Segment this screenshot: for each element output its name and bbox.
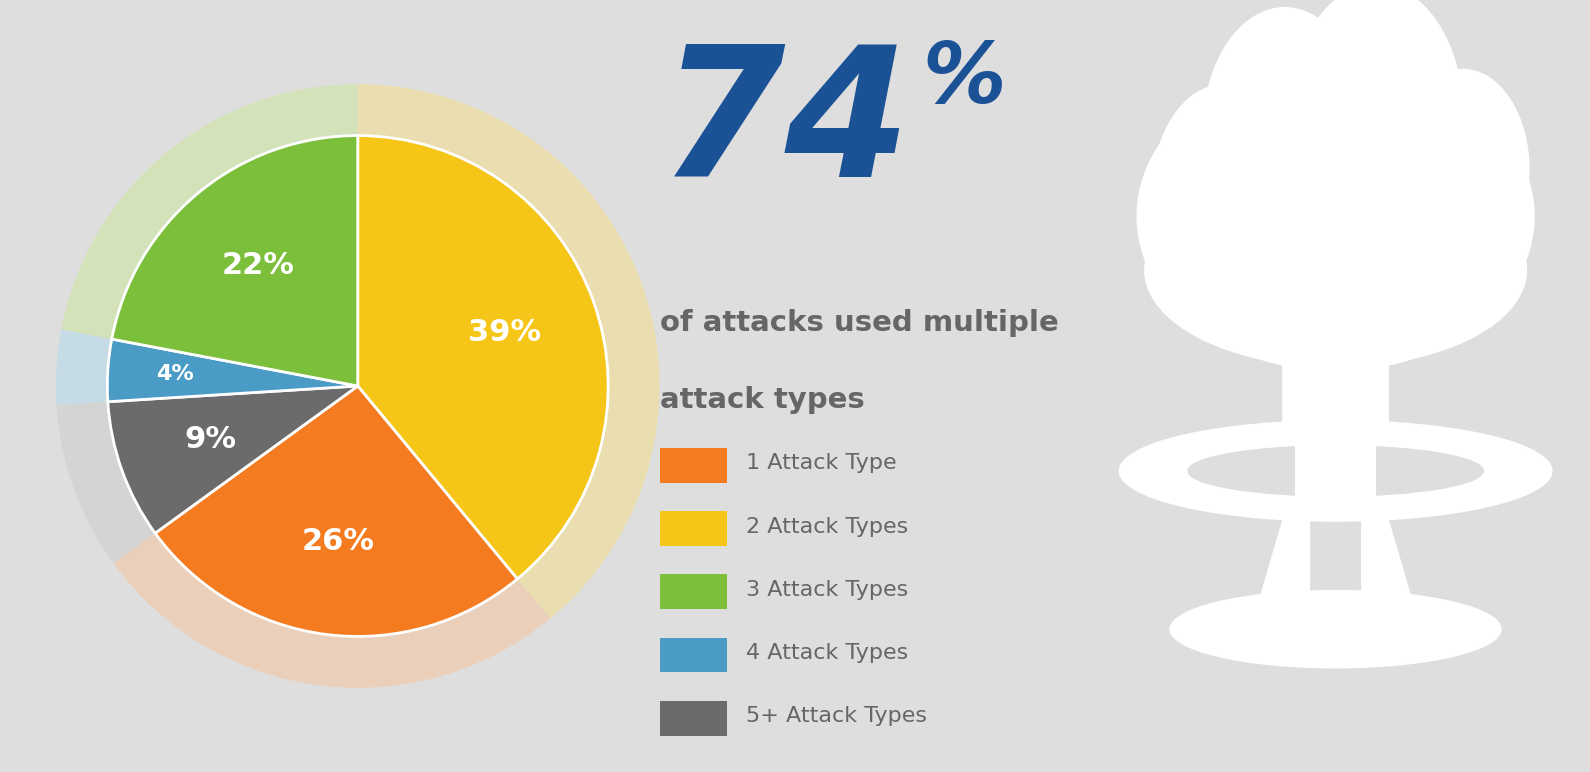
- Wedge shape: [113, 386, 550, 688]
- Text: 26%: 26%: [302, 527, 375, 556]
- Text: 2 Attack Types: 2 Attack Types: [746, 516, 908, 537]
- FancyBboxPatch shape: [660, 701, 727, 736]
- Text: 22%: 22%: [221, 251, 294, 280]
- FancyBboxPatch shape: [1294, 436, 1377, 498]
- Ellipse shape: [1170, 591, 1501, 668]
- FancyBboxPatch shape: [660, 511, 727, 546]
- Ellipse shape: [1188, 446, 1483, 496]
- Ellipse shape: [1145, 174, 1526, 367]
- Text: 4%: 4%: [156, 364, 194, 384]
- Ellipse shape: [1119, 421, 1552, 521]
- Wedge shape: [56, 330, 358, 405]
- Text: 9%: 9%: [184, 425, 237, 453]
- Wedge shape: [108, 339, 358, 401]
- Wedge shape: [358, 136, 607, 579]
- Wedge shape: [111, 136, 358, 386]
- Wedge shape: [57, 386, 358, 564]
- Wedge shape: [156, 386, 517, 636]
- Circle shape: [1371, 147, 1483, 317]
- Text: 3 Attack Types: 3 Attack Types: [746, 580, 908, 600]
- Text: 39%: 39%: [469, 319, 542, 347]
- Polygon shape: [1361, 494, 1421, 633]
- Circle shape: [1396, 69, 1530, 270]
- FancyBboxPatch shape: [660, 574, 727, 609]
- Text: of attacks used multiple: of attacks used multiple: [660, 309, 1059, 337]
- Wedge shape: [108, 386, 358, 533]
- Polygon shape: [1250, 494, 1310, 633]
- Circle shape: [1289, 0, 1463, 247]
- FancyBboxPatch shape: [660, 448, 727, 482]
- Wedge shape: [358, 84, 660, 618]
- Text: %: %: [922, 39, 1006, 120]
- FancyBboxPatch shape: [660, 638, 727, 672]
- Wedge shape: [62, 84, 358, 386]
- Circle shape: [1153, 85, 1294, 301]
- Text: 74: 74: [660, 39, 911, 215]
- Text: attack types: attack types: [660, 386, 865, 414]
- Text: 5+ Attack Types: 5+ Attack Types: [746, 706, 927, 726]
- Circle shape: [1204, 8, 1366, 255]
- Text: 1 Attack Type: 1 Attack Type: [746, 453, 897, 473]
- Text: 4 Attack Types: 4 Attack Types: [746, 643, 908, 663]
- FancyBboxPatch shape: [1282, 274, 1390, 490]
- Ellipse shape: [1137, 62, 1534, 371]
